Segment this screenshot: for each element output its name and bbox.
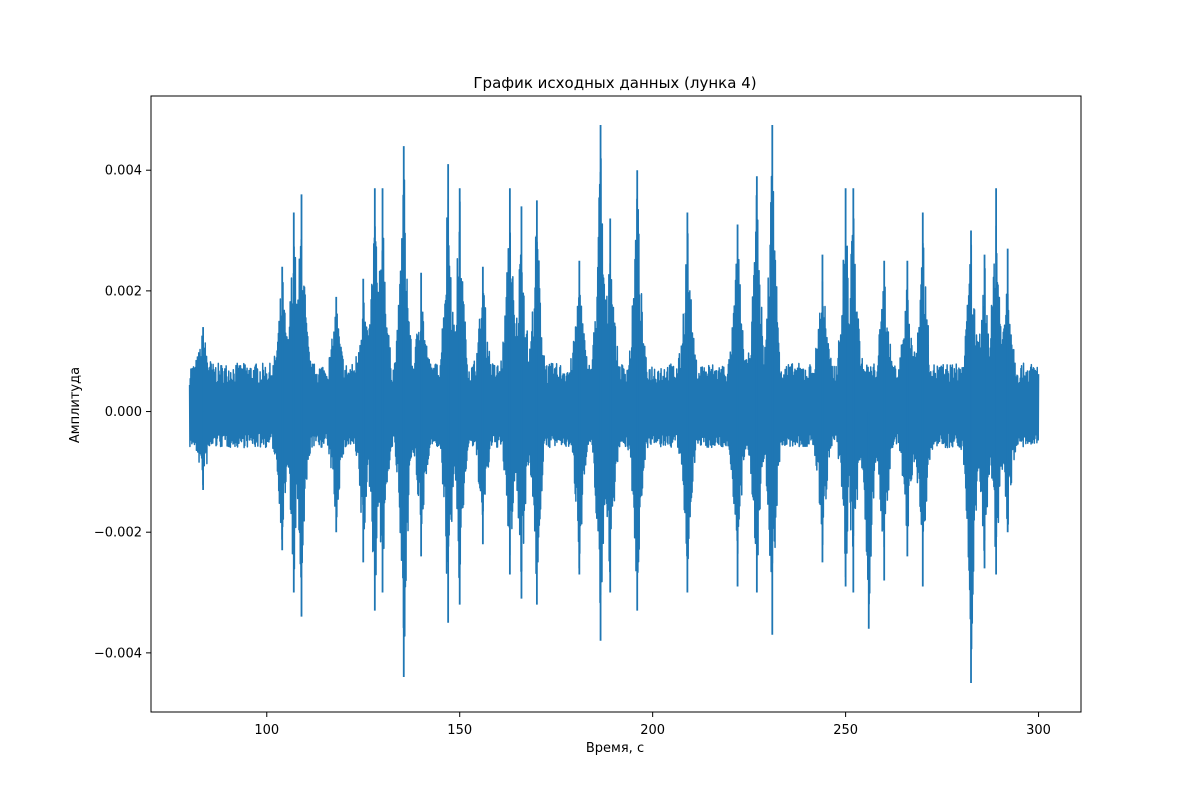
- y-tick-label: −0.004: [94, 646, 142, 661]
- y-tick-label: 0.000: [105, 405, 142, 420]
- plot-area: [188, 124, 1040, 684]
- axes-frame: [150, 95, 1082, 713]
- x-tick-label: 150: [447, 723, 472, 738]
- y-tick-label: 0.002: [105, 284, 142, 299]
- x-axis-label: Время, с: [586, 741, 644, 756]
- x-tick-label: 200: [640, 723, 665, 738]
- x-tick-label: 100: [254, 723, 279, 738]
- x-axis: 100 150 200 250 300: [254, 712, 1051, 738]
- x-tick-label: 250: [833, 723, 858, 738]
- chart-title: График исходных данных (лунка 4): [473, 74, 756, 92]
- signal-series-line: [188, 158, 1040, 650]
- y-axis-label: Амплитуда: [68, 367, 83, 443]
- y-axis: −0.004 −0.002 0.000 0.002 0.004: [94, 164, 151, 661]
- x-tick-label: 300: [1026, 723, 1051, 738]
- y-tick-label: −0.002: [94, 526, 142, 541]
- y-tick-label: 0.004: [105, 164, 142, 179]
